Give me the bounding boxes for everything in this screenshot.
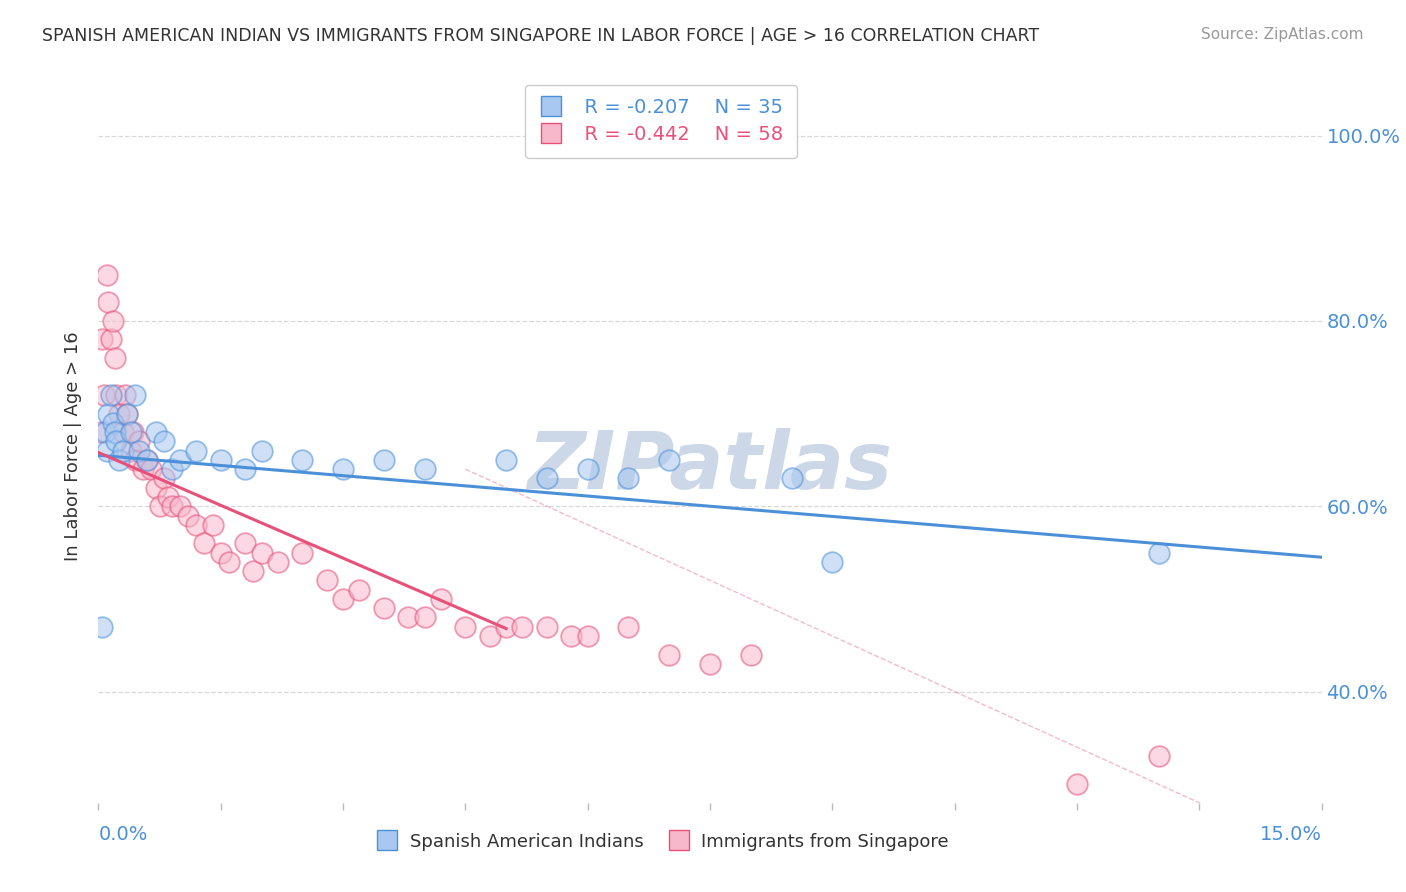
Point bbox=[512, 620, 534, 634]
Point bbox=[97, 295, 120, 310]
Point bbox=[97, 407, 120, 421]
Point bbox=[186, 517, 208, 532]
Point bbox=[560, 629, 582, 643]
Point bbox=[454, 620, 477, 634]
Point bbox=[128, 434, 150, 449]
Point bbox=[111, 443, 134, 458]
Text: ZIPatlas: ZIPatlas bbox=[527, 428, 893, 507]
Point bbox=[413, 610, 436, 624]
Point bbox=[193, 536, 215, 550]
Point bbox=[108, 407, 131, 421]
Point bbox=[141, 462, 163, 476]
Point bbox=[1147, 545, 1170, 559]
Point bbox=[120, 425, 142, 439]
Point bbox=[617, 620, 640, 634]
Point bbox=[291, 545, 314, 559]
Text: 0.0%: 0.0% bbox=[98, 825, 148, 844]
Point bbox=[332, 591, 354, 606]
Point bbox=[250, 545, 273, 559]
Point bbox=[291, 453, 314, 467]
Point bbox=[145, 425, 167, 439]
Point bbox=[250, 443, 273, 458]
Point bbox=[617, 471, 640, 485]
Y-axis label: In Labor Force | Age > 16: In Labor Force | Age > 16 bbox=[65, 331, 83, 561]
Point bbox=[209, 453, 232, 467]
Point bbox=[132, 462, 155, 476]
Point bbox=[152, 471, 174, 485]
Point bbox=[495, 453, 517, 467]
Point bbox=[699, 657, 721, 671]
Point bbox=[91, 333, 114, 347]
Point bbox=[104, 351, 127, 365]
Point bbox=[201, 517, 224, 532]
Point bbox=[152, 434, 174, 449]
Point bbox=[430, 591, 453, 606]
Point bbox=[1066, 777, 1088, 791]
Point bbox=[105, 388, 128, 402]
Point bbox=[94, 425, 117, 439]
Point bbox=[821, 555, 844, 569]
Point bbox=[177, 508, 200, 523]
Point bbox=[101, 314, 124, 328]
Point bbox=[658, 453, 681, 467]
Point bbox=[120, 443, 142, 458]
Point bbox=[100, 333, 122, 347]
Point bbox=[218, 555, 240, 569]
Point bbox=[91, 620, 114, 634]
Point bbox=[96, 268, 118, 282]
Point bbox=[124, 388, 146, 402]
Point bbox=[413, 462, 436, 476]
Point bbox=[114, 388, 136, 402]
Point bbox=[242, 564, 264, 578]
Point bbox=[396, 610, 419, 624]
Point bbox=[349, 582, 371, 597]
Point bbox=[169, 453, 191, 467]
Point bbox=[233, 462, 256, 476]
Point bbox=[145, 481, 167, 495]
Point bbox=[100, 388, 122, 402]
Point bbox=[136, 453, 159, 467]
Point bbox=[315, 574, 337, 588]
Point bbox=[658, 648, 681, 662]
Point bbox=[90, 425, 112, 439]
Point bbox=[1147, 749, 1170, 764]
Point bbox=[156, 490, 179, 504]
Point bbox=[108, 453, 131, 467]
Point bbox=[115, 407, 138, 421]
Point bbox=[536, 471, 558, 485]
Point bbox=[478, 629, 501, 643]
Text: Source: ZipAtlas.com: Source: ZipAtlas.com bbox=[1201, 27, 1364, 42]
Point bbox=[536, 620, 558, 634]
Point bbox=[160, 462, 183, 476]
Point bbox=[149, 500, 172, 514]
Point bbox=[105, 434, 128, 449]
Point bbox=[115, 407, 138, 421]
Point bbox=[136, 453, 159, 467]
Point bbox=[101, 416, 124, 430]
Text: 15.0%: 15.0% bbox=[1260, 825, 1322, 844]
Point bbox=[93, 388, 115, 402]
Point bbox=[740, 648, 762, 662]
Point bbox=[160, 500, 183, 514]
Point bbox=[495, 620, 517, 634]
Point bbox=[576, 462, 599, 476]
Point bbox=[267, 555, 290, 569]
Point bbox=[373, 601, 395, 615]
Point bbox=[186, 443, 208, 458]
Point bbox=[128, 443, 150, 458]
Point bbox=[233, 536, 256, 550]
Point bbox=[104, 425, 127, 439]
Point bbox=[373, 453, 395, 467]
Point bbox=[111, 425, 134, 439]
Point bbox=[121, 425, 143, 439]
Point bbox=[332, 462, 354, 476]
Point bbox=[169, 500, 191, 514]
Point bbox=[209, 545, 232, 559]
Legend: Spanish American Indians, Immigrants from Singapore: Spanish American Indians, Immigrants fro… bbox=[366, 826, 956, 858]
Point bbox=[780, 471, 803, 485]
Point bbox=[124, 453, 146, 467]
Point bbox=[576, 629, 599, 643]
Text: SPANISH AMERICAN INDIAN VS IMMIGRANTS FROM SINGAPORE IN LABOR FORCE | AGE > 16 C: SPANISH AMERICAN INDIAN VS IMMIGRANTS FR… bbox=[42, 27, 1039, 45]
Point bbox=[96, 443, 118, 458]
